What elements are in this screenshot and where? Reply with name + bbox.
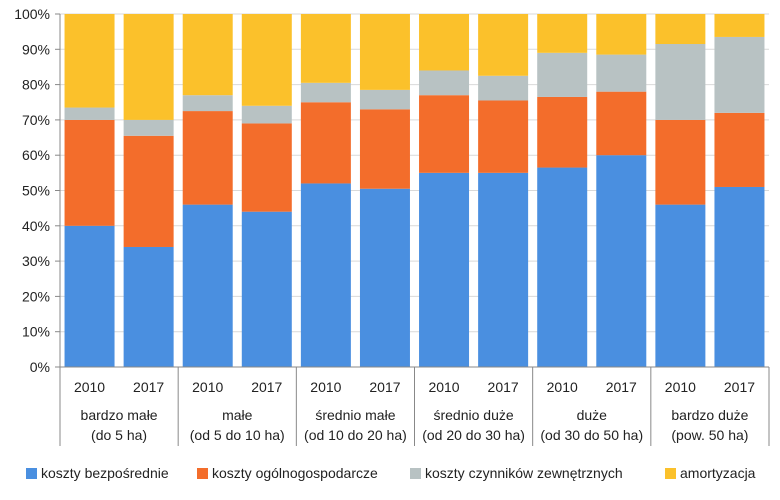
y-tick-label: 80%	[22, 77, 50, 93]
bar-segment	[64, 107, 115, 120]
y-tick-label: 90%	[22, 41, 50, 57]
bar-segment	[714, 14, 765, 37]
x-tick-label: 2017	[606, 379, 637, 395]
bar-segment	[64, 119, 115, 226]
bars	[64, 14, 765, 367]
bar-segment	[300, 183, 351, 367]
x-tick-label: 2010	[547, 379, 578, 395]
bar-segment	[596, 54, 647, 92]
bar-segment	[596, 155, 647, 367]
bar-segment	[714, 36, 765, 113]
bar-segment	[64, 14, 115, 108]
y-tick-label: 100%	[14, 6, 50, 22]
bar-segment	[241, 14, 292, 106]
x-tick-label: 2017	[724, 379, 755, 395]
group-label-line2: (od 5 do 10 ha)	[190, 427, 285, 443]
bar-segment	[359, 14, 410, 90]
legend-swatch	[197, 468, 208, 479]
x-axis-labels: 2010 2017 2010 2017 2010 2017 2010 2017 2010 2017…	[74, 379, 755, 443]
legend-swatch	[665, 468, 676, 479]
y-tick-label: 50%	[22, 183, 50, 199]
y-tick-label: 10%	[22, 324, 50, 340]
bar-segment	[596, 91, 647, 156]
bar-segment	[478, 100, 529, 173]
group-label-line2: (pow. 50 ha)	[671, 427, 748, 443]
bar-segment	[537, 14, 588, 53]
group-label-line1: średnio duże	[433, 407, 513, 423]
bar-segment	[359, 89, 410, 110]
bar-segment	[123, 119, 174, 136]
x-tick-label: 2017	[133, 379, 164, 395]
bar-segment	[537, 52, 588, 97]
y-tick-label: 60%	[22, 147, 50, 163]
bar-segment	[123, 135, 174, 247]
bar-segment	[241, 211, 292, 367]
bar-segment	[182, 111, 233, 205]
legend-label: koszty bezpośrednie	[41, 465, 169, 481]
y-tick-label: 0%	[30, 359, 50, 375]
group-label-line2: (od 30 do 50 ha)	[540, 427, 643, 443]
bar-segment	[300, 82, 351, 103]
bar-segment	[241, 105, 292, 124]
bar-segment	[359, 188, 410, 367]
y-tick-label: 20%	[22, 288, 50, 304]
x-tick-label: 2010	[428, 379, 459, 395]
x-tick-label: 2017	[369, 379, 400, 395]
group-label-line1: małe	[222, 407, 253, 423]
bar-segment	[478, 14, 529, 76]
bar-segment	[300, 102, 351, 184]
bar-segment	[182, 204, 233, 367]
x-tick-label: 2010	[310, 379, 341, 395]
bar-segment	[419, 172, 470, 367]
group-label-line2: (od 20 do 30 ha)	[422, 427, 525, 443]
bar-segment	[655, 204, 706, 367]
y-tick-label: 70%	[22, 112, 50, 128]
bar-segment	[419, 95, 470, 173]
bar-segment	[64, 225, 115, 367]
legend-label: koszty czynników zewnętrznych	[425, 465, 623, 481]
bar-segment	[655, 14, 706, 45]
bar-segment	[478, 172, 529, 367]
y-axis-tick-labels: 0% 10% 20% 30% 40% 50% 60% 70% 80% 90% 100%	[14, 6, 50, 375]
bar-segment	[182, 95, 233, 112]
bar-segment	[596, 14, 647, 55]
legend-swatch	[410, 468, 421, 479]
bar-segment	[300, 14, 351, 83]
bar-segment	[419, 70, 470, 96]
bar-segment	[537, 96, 588, 168]
x-tick-label: 2010	[665, 379, 696, 395]
group-label-line1: bardzo małe	[81, 407, 158, 423]
legend-swatch	[26, 468, 37, 479]
group-label-line2: (do 5 ha)	[91, 427, 147, 443]
legend-label: amortyzacja	[680, 465, 756, 481]
x-tick-label: 2017	[251, 379, 282, 395]
x-tick-label: 2017	[488, 379, 519, 395]
bar-segment	[419, 14, 470, 71]
bar-segment	[655, 119, 706, 205]
group-label-line1: bardzo duże	[671, 407, 748, 423]
legend-label: koszty ogólnogospodarcze	[212, 465, 378, 481]
y-tick-label: 40%	[22, 218, 50, 234]
bar-segment	[182, 14, 233, 96]
bar-segment	[714, 112, 765, 187]
bar-segment	[241, 123, 292, 212]
y-tick-label: 30%	[22, 253, 50, 269]
bar-segment	[478, 75, 529, 101]
x-tick-label: 2010	[74, 379, 105, 395]
bar-segment	[359, 109, 410, 189]
group-label-line1: średnio małe	[315, 407, 395, 423]
bar-segment	[714, 186, 765, 367]
group-label-line2: (od 10 do 20 ha)	[304, 427, 407, 443]
bar-segment	[655, 44, 706, 120]
axes	[55, 13, 770, 446]
group-label-line1: duże	[577, 407, 608, 423]
bar-segment	[123, 246, 174, 367]
gridlines	[60, 13, 769, 368]
x-tick-label: 2010	[192, 379, 223, 395]
bar-segment	[537, 167, 588, 367]
legend: koszty bezpośrednie koszty ogólnogospodar…	[26, 465, 756, 481]
bar-segment	[123, 14, 174, 120]
